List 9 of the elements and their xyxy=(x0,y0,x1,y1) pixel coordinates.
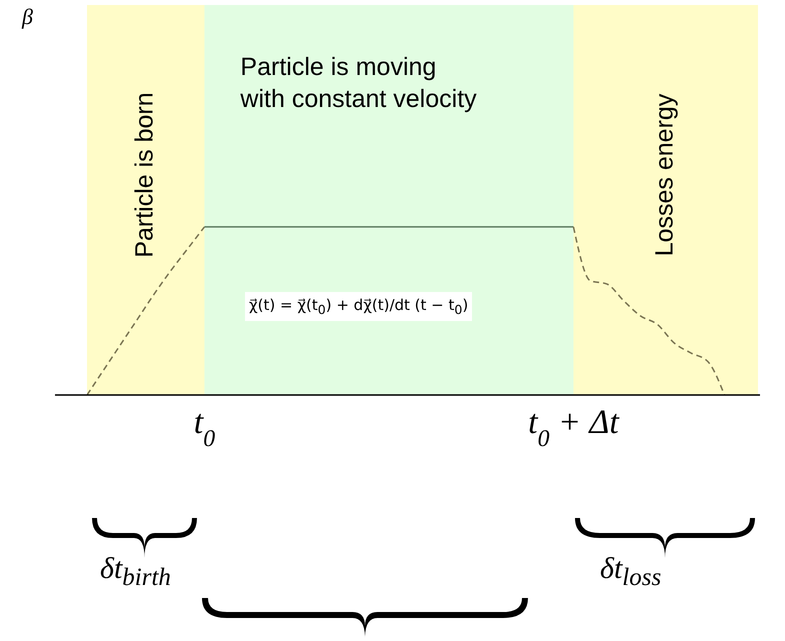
text: δt$_{loss}$ xyxy=(600,552,662,592)
x-tick-label: t$_{0}$ + Δt xyxy=(528,404,620,452)
text: β xyxy=(22,4,33,30)
text: δt$_{birth}$ xyxy=(100,552,171,592)
annotation: Losses energy xyxy=(650,94,680,256)
annotation: Particle is born xyxy=(130,92,160,258)
x-tick-label: t$_{0}$ xyxy=(194,404,216,452)
band-label: Particle is moving with constant velocity xyxy=(239,53,478,113)
annotation: χ⃗(t) = χ⃗(t$_{0}$) + dχ⃗(t)/dt (t − t$_{0}$) xyxy=(245,292,472,321)
